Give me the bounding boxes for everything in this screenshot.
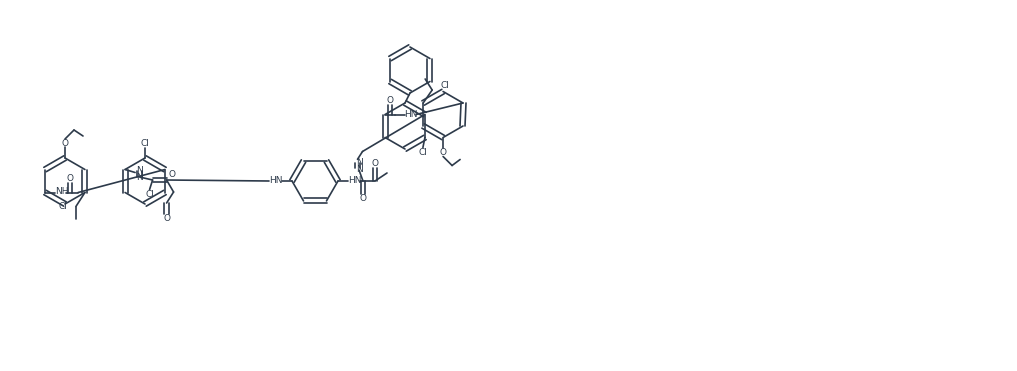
Text: O: O bbox=[66, 174, 73, 183]
Text: N: N bbox=[135, 166, 142, 175]
Text: Cl: Cl bbox=[418, 148, 427, 157]
Text: NH: NH bbox=[55, 187, 69, 197]
Text: O: O bbox=[163, 213, 170, 223]
Text: O: O bbox=[168, 170, 175, 178]
Text: HN: HN bbox=[268, 176, 283, 185]
Text: N: N bbox=[356, 164, 362, 174]
Text: O: O bbox=[371, 159, 378, 168]
Text: O: O bbox=[386, 95, 394, 105]
Text: Cl: Cl bbox=[440, 81, 450, 89]
Text: O: O bbox=[359, 194, 366, 203]
Text: HN: HN bbox=[348, 176, 361, 185]
Text: Cl: Cl bbox=[145, 190, 154, 198]
Text: Cl: Cl bbox=[58, 202, 67, 211]
Text: O: O bbox=[439, 148, 446, 157]
Text: Cl: Cl bbox=[140, 139, 149, 148]
Text: N: N bbox=[135, 173, 142, 182]
Text: O: O bbox=[61, 138, 68, 148]
Text: HN: HN bbox=[404, 109, 417, 118]
Text: N: N bbox=[356, 158, 362, 167]
